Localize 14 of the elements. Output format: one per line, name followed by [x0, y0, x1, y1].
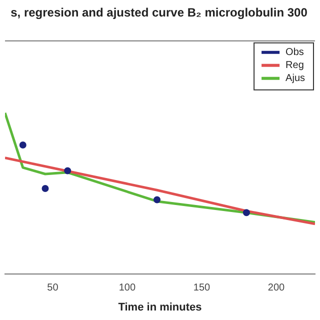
x-tick-label: 200 [268, 282, 286, 294]
legend-label: Reg [286, 60, 304, 72]
x-tick-label: 100 [118, 282, 136, 294]
point [64, 167, 72, 174]
x-tick-label: 50 [47, 282, 59, 294]
x-tick-label: 150 [193, 282, 211, 294]
legend-label: Obs [286, 47, 304, 58]
point [19, 142, 26, 149]
legend-label: Ajus [286, 73, 305, 84]
point [242, 209, 250, 216]
x-axis-title: Time in minutes [118, 301, 202, 314]
point [154, 196, 161, 204]
point [42, 184, 49, 192]
chart-title: s, regresion and ajusted curve B₂ microglobulin 300 [10, 6, 308, 20]
